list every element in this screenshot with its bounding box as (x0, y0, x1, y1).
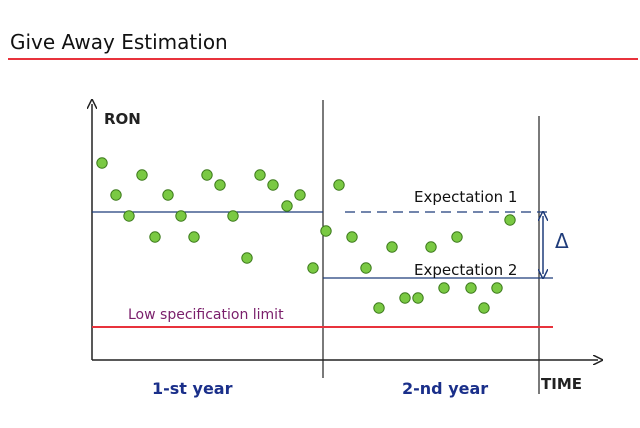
data-point (254, 169, 266, 181)
expectation-2-label: Expectation 2 (414, 261, 517, 279)
x-axis-label: TIME (541, 375, 582, 393)
data-point (478, 302, 490, 314)
data-point (451, 231, 463, 243)
data-point (399, 292, 411, 304)
data-point (149, 231, 161, 243)
data-point (214, 179, 226, 191)
data-point (294, 189, 306, 201)
data-point (491, 282, 503, 294)
expectation-1-label: Expectation 1 (414, 188, 517, 206)
delta-label: Δ (555, 229, 569, 253)
y-axis-label: RON (104, 110, 141, 128)
data-point (320, 225, 332, 237)
page-title: Give Away Estimation (10, 30, 228, 54)
data-point (425, 241, 437, 253)
data-point (162, 189, 174, 201)
data-point (123, 210, 135, 222)
data-points (96, 157, 516, 314)
data-point (201, 169, 213, 181)
data-point (373, 302, 385, 314)
first-year-label: 1-st year (152, 379, 233, 398)
data-point (438, 282, 450, 294)
data-point (227, 210, 239, 222)
data-point (241, 252, 253, 264)
data-point (267, 179, 279, 191)
second-year-label: 2-nd year (402, 379, 488, 398)
data-point (281, 200, 293, 212)
data-point (175, 210, 187, 222)
data-point (96, 157, 108, 169)
data-point (188, 231, 200, 243)
data-point (504, 214, 516, 226)
data-point (110, 189, 122, 201)
data-point (136, 169, 148, 181)
data-point (465, 282, 477, 294)
data-point (412, 292, 424, 304)
data-point (386, 241, 398, 253)
data-point (333, 179, 345, 191)
spec-limit-label: Low specification limit (128, 307, 284, 323)
data-point (360, 262, 372, 274)
title-underline (8, 58, 638, 60)
data-point (346, 231, 358, 243)
data-point (307, 262, 319, 274)
